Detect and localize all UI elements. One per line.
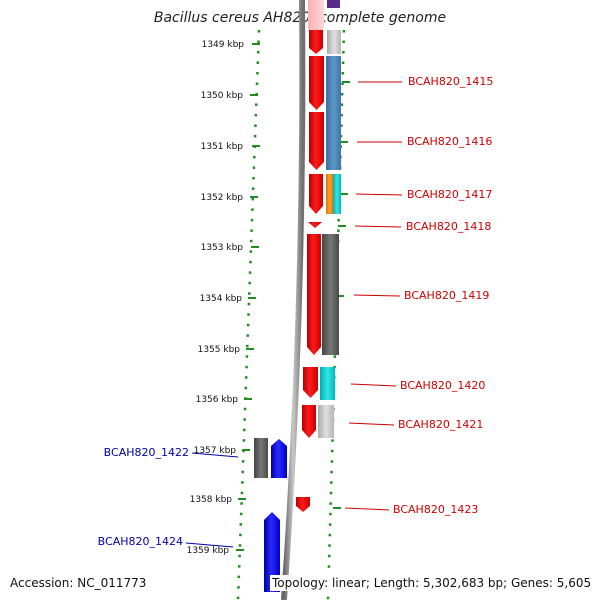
gene-label[interactable]: BCAH820_1421 (398, 418, 483, 431)
gene-label[interactable]: BCAH820_1424 (98, 535, 183, 548)
label-connector (191, 452, 239, 458)
gene-arrow (309, 174, 323, 214)
tick-label: 1357 kbp (194, 446, 237, 456)
accession-text: Accession: NC_011773 (8, 575, 149, 591)
gene-arrow (303, 367, 318, 398)
gene-label[interactable]: BCAH820_1415 (408, 75, 493, 88)
tick-label: 1358 kbp (190, 495, 233, 505)
gene-arrow-reverse (264, 512, 280, 592)
gene-labels: BCAH820_1415 BCAH820_1416 BCAH820_1417 B… (98, 75, 494, 548)
feature-block (320, 367, 335, 400)
feature-block (326, 174, 333, 214)
gene-arrows (264, 0, 324, 592)
gene-arrow (309, 56, 324, 110)
tick-label: 1351 kbp (201, 142, 244, 152)
gene-label[interactable]: BCAH820_1422 (104, 446, 189, 459)
label-connectors (185, 81, 403, 548)
feature-block (327, 30, 341, 54)
label-connector (344, 507, 390, 511)
gene-arrow (308, 222, 322, 228)
feature-block (333, 174, 341, 214)
tick-label: 1350 kbp (201, 91, 244, 101)
feature-block (327, 8, 340, 10)
feature-blocks (254, 0, 341, 478)
feature-block (322, 234, 339, 355)
label-connector (353, 294, 401, 297)
gene-arrow-pink (308, 0, 324, 30)
tick-label: 1354 kbp (200, 294, 243, 304)
genome-backbone (281, 0, 306, 600)
tick-label: 1353 kbp (201, 243, 244, 253)
feature-block (254, 438, 268, 478)
genome-summary-text: Topology: linear; Length: 5,302,683 bp; … (270, 575, 594, 591)
gene-arrow (296, 497, 310, 512)
gene-label[interactable]: BCAH820_1417 (407, 188, 492, 201)
feature-block (318, 405, 334, 438)
feature-block (327, 0, 340, 8)
tick-label: 1349 kbp (202, 40, 245, 50)
gene-label[interactable]: BCAH820_1420 (400, 379, 485, 392)
tick-labels: 1349 kbp 1350 kbp 1351 kbp 1352 kbp 1353… (187, 40, 245, 556)
label-connector (348, 422, 395, 426)
label-connector (354, 225, 402, 228)
gene-arrow (309, 30, 323, 54)
gene-arrow (307, 234, 321, 355)
tick-label: 1355 kbp (198, 345, 241, 355)
tick-label: 1359 kbp (187, 546, 230, 556)
gene-arrow (302, 405, 316, 438)
gene-label[interactable]: BCAH820_1423 (393, 503, 478, 516)
label-connector (355, 193, 403, 196)
gene-arrow (309, 112, 324, 170)
left-dotted-track (236, 29, 261, 600)
tick-label: 1352 kbp (201, 193, 244, 203)
tick-label: 1356 kbp (196, 395, 239, 405)
label-connector (350, 383, 397, 387)
gene-label[interactable]: BCAH820_1418 (406, 220, 491, 233)
gene-label[interactable]: BCAH820_1419 (404, 289, 489, 302)
label-connector (185, 542, 234, 548)
feature-block (326, 56, 341, 170)
gene-label[interactable]: BCAH820_1416 (407, 135, 492, 148)
gene-arrow-reverse (271, 439, 287, 478)
